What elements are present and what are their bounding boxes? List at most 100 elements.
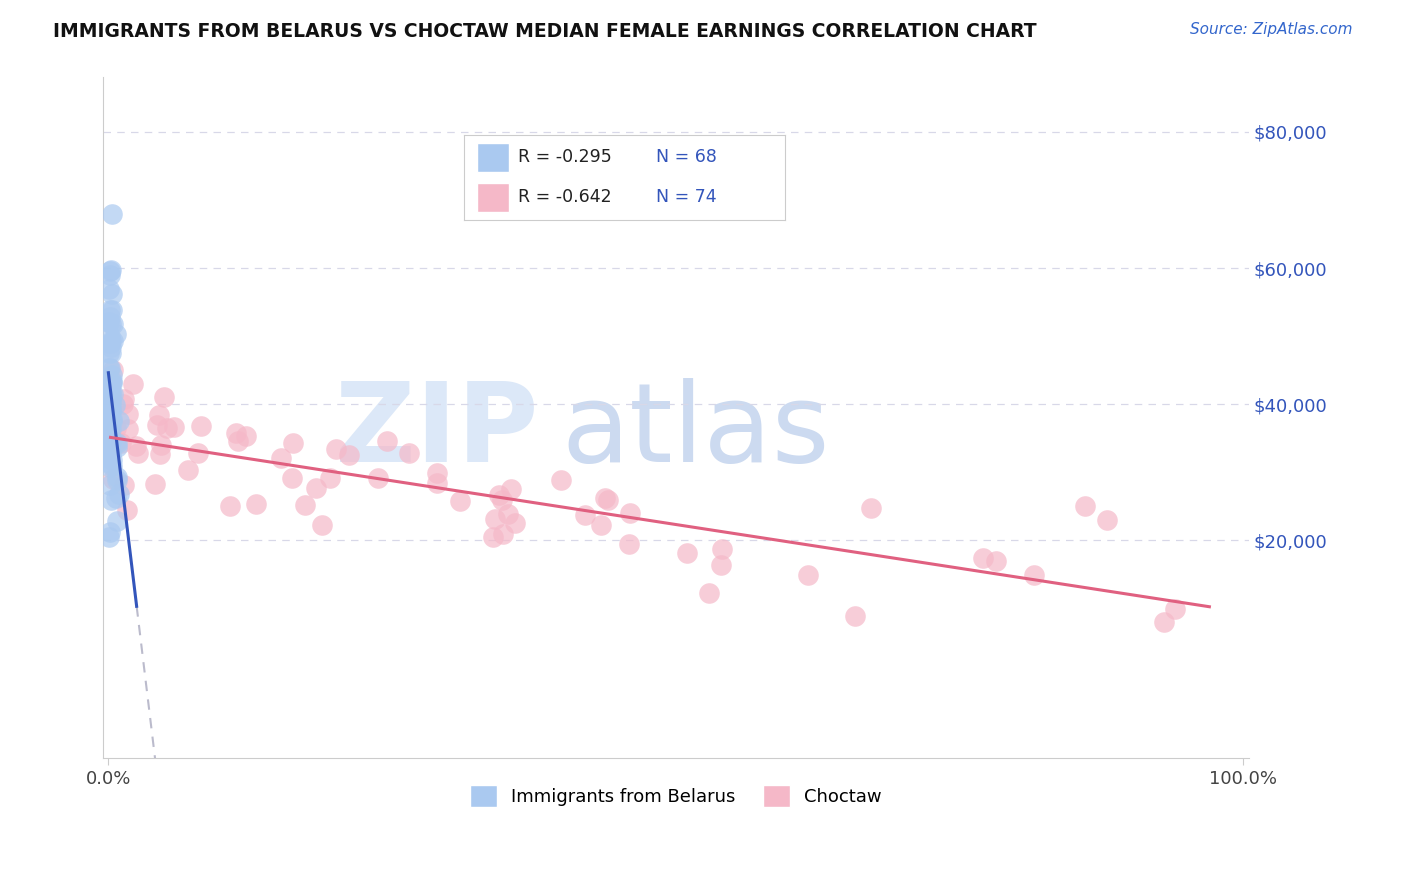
Point bbox=[143, 477, 166, 491]
Point bbox=[100, 384, 122, 399]
Point bbox=[98, 422, 121, 436]
Point bbox=[112, 392, 135, 406]
Point bbox=[127, 446, 149, 460]
Point bbox=[104, 398, 127, 412]
Point bbox=[235, 429, 257, 443]
Point bbox=[337, 448, 360, 462]
Point bbox=[281, 436, 304, 450]
Point bbox=[100, 345, 122, 359]
Point bbox=[225, 426, 247, 441]
Point bbox=[104, 421, 127, 435]
Point bbox=[107, 469, 129, 483]
Point bbox=[98, 346, 121, 360]
Point bbox=[100, 340, 122, 354]
Point bbox=[844, 609, 866, 624]
Point bbox=[100, 374, 122, 388]
Point bbox=[112, 478, 135, 492]
Text: Source: ZipAtlas.com: Source: ZipAtlas.com bbox=[1189, 22, 1353, 37]
Point bbox=[491, 492, 513, 507]
Legend: Immigrants from Belarus, Choctaw: Immigrants from Belarus, Choctaw bbox=[463, 778, 889, 814]
Point bbox=[1073, 500, 1095, 514]
Point bbox=[100, 414, 122, 428]
Point bbox=[503, 516, 526, 531]
Text: IMMIGRANTS FROM BELARUS VS CHOCTAW MEDIAN FEMALE EARNINGS CORRELATION CHART: IMMIGRANTS FROM BELARUS VS CHOCTAW MEDIA… bbox=[53, 22, 1038, 41]
Point bbox=[107, 514, 129, 528]
Point bbox=[972, 550, 994, 565]
Point bbox=[496, 507, 519, 521]
Point bbox=[100, 287, 122, 301]
Point bbox=[105, 435, 128, 450]
Point bbox=[145, 417, 167, 432]
Point bbox=[100, 434, 122, 448]
Point bbox=[484, 512, 506, 526]
Point bbox=[270, 451, 292, 466]
Point bbox=[100, 401, 122, 416]
Point bbox=[449, 494, 471, 508]
Point bbox=[398, 446, 420, 460]
Point bbox=[100, 459, 122, 474]
Point bbox=[1153, 615, 1175, 629]
Point bbox=[105, 491, 128, 506]
Point bbox=[98, 406, 121, 420]
Text: atlas: atlas bbox=[561, 378, 830, 485]
Point bbox=[311, 517, 333, 532]
Point bbox=[97, 315, 120, 329]
Point bbox=[325, 442, 347, 456]
Point bbox=[697, 585, 720, 599]
Point bbox=[98, 361, 121, 376]
Point bbox=[98, 447, 121, 461]
Point bbox=[100, 302, 122, 317]
Point bbox=[595, 491, 617, 505]
Point bbox=[710, 541, 733, 556]
Point bbox=[1022, 567, 1045, 582]
Point bbox=[488, 488, 510, 502]
Point bbox=[100, 432, 122, 446]
Point bbox=[226, 434, 249, 449]
Point bbox=[591, 518, 613, 533]
Point bbox=[100, 393, 122, 408]
Point bbox=[98, 456, 121, 470]
Point bbox=[100, 492, 122, 507]
Point bbox=[148, 408, 170, 422]
Point bbox=[797, 568, 820, 582]
Point bbox=[149, 446, 172, 460]
Point bbox=[98, 428, 121, 442]
Point bbox=[98, 268, 121, 282]
Point bbox=[190, 419, 212, 434]
Point bbox=[98, 384, 121, 398]
Point bbox=[281, 470, 304, 484]
Point bbox=[98, 417, 121, 432]
Point bbox=[294, 498, 316, 512]
Point bbox=[162, 420, 184, 434]
Point bbox=[101, 376, 124, 391]
Point bbox=[574, 508, 596, 523]
Point bbox=[550, 473, 572, 487]
Point bbox=[115, 503, 138, 517]
Point bbox=[101, 472, 124, 486]
Point bbox=[101, 363, 124, 377]
Point bbox=[100, 445, 122, 459]
Point bbox=[100, 317, 122, 331]
Point bbox=[1164, 601, 1187, 615]
Point bbox=[98, 478, 121, 492]
Point bbox=[100, 206, 122, 220]
Point bbox=[219, 500, 242, 514]
Point bbox=[100, 453, 122, 467]
Point bbox=[122, 376, 145, 391]
Point bbox=[305, 481, 328, 495]
Point bbox=[101, 459, 124, 474]
Point bbox=[482, 530, 505, 544]
Point bbox=[149, 438, 172, 452]
Point bbox=[117, 422, 139, 436]
Point bbox=[676, 546, 699, 560]
Point bbox=[101, 318, 124, 332]
Point bbox=[100, 376, 122, 391]
Point bbox=[100, 263, 122, 277]
Point bbox=[100, 388, 122, 402]
Point bbox=[98, 310, 121, 324]
Point bbox=[117, 407, 139, 421]
Point bbox=[101, 387, 124, 401]
Point bbox=[112, 397, 135, 411]
Point bbox=[100, 397, 122, 411]
Text: ZIP: ZIP bbox=[335, 378, 538, 485]
